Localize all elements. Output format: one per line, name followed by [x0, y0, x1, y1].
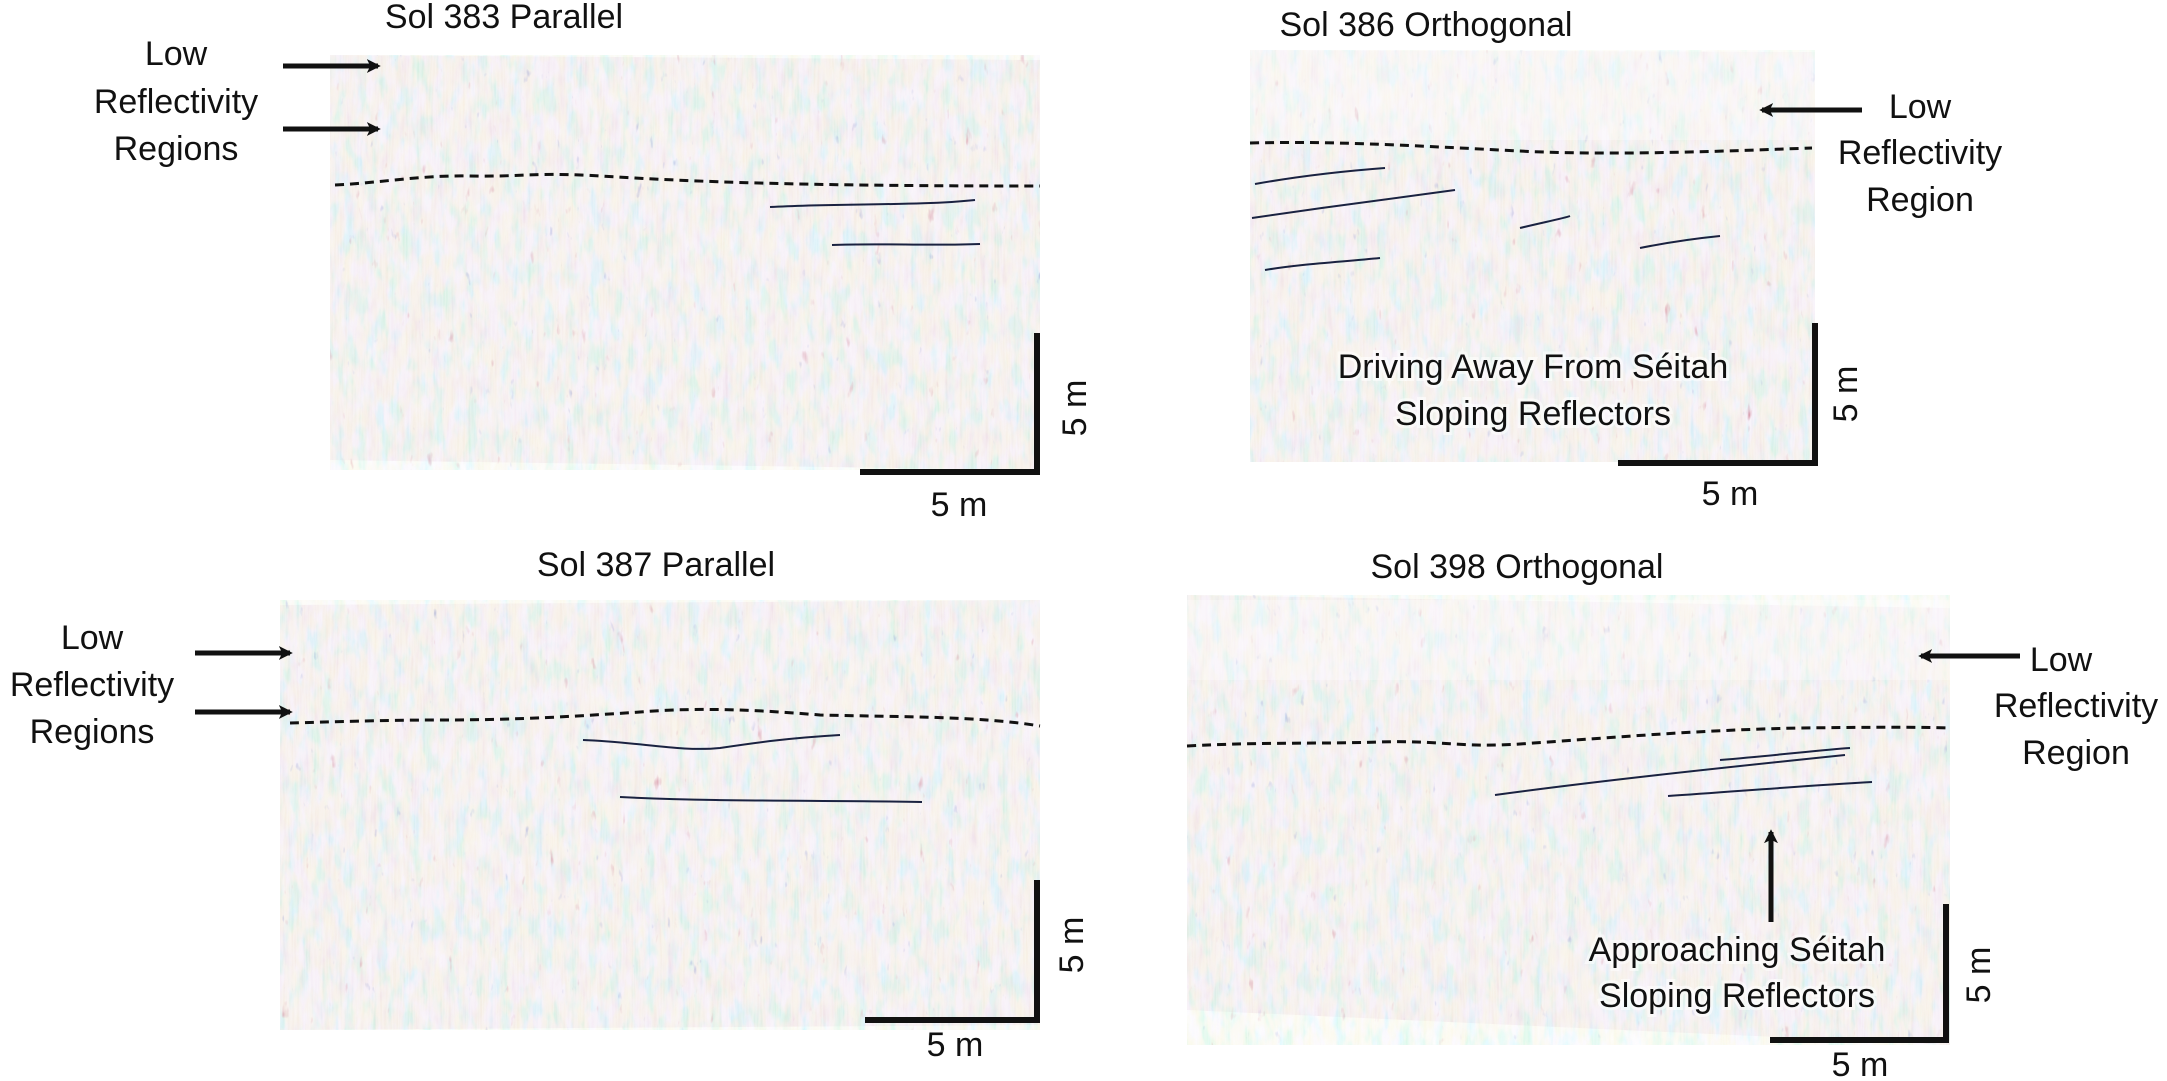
panel-sol-386: Sol 386 Orthogonal Low Reflectivity Regi…	[1249, 6, 2002, 513]
annotation-line: Low	[1889, 88, 1952, 126]
annotation-line: Reflectivity	[10, 666, 174, 704]
panel-sol-383: Sol 383 Parallel Low Reflectivity Region…	[94, 0, 1094, 524]
panel-sol-387: Sol 387 Parallel Low Reflectivity Region…	[10, 546, 1091, 1064]
annotation-line: Reflectivity	[1838, 134, 2002, 172]
boundary-dashed-line	[1186, 725, 1951, 748]
annotation-line: Reflectivity	[94, 83, 258, 121]
reflector-trace	[1519, 215, 1571, 229]
annotation-line: Driving Away From Séitah	[1338, 348, 1729, 386]
boundary-dashed-line	[334, 172, 1041, 188]
scale-bar: 5 m 5 m	[1618, 323, 1865, 513]
annotation-line: Low	[61, 619, 124, 657]
radargram-image	[1250, 50, 1815, 462]
reflector-trace	[831, 243, 981, 246]
annotation-line: Sloping Reflectors	[1395, 395, 1671, 433]
panel-sol-398: Sol 398 Orthogonal Low Reflectivity Regi…	[1186, 548, 2158, 1081]
radargram-image	[330, 55, 1040, 470]
scale-vertical-label: 5 m	[1827, 366, 1865, 423]
reflector-trace	[1254, 167, 1386, 185]
annotation-low-reflectivity: Low Reflectivity Region	[1918, 641, 2158, 772]
radargram-image	[1187, 595, 1950, 1045]
scale-horizontal-label: 5 m	[931, 486, 988, 524]
scale-horizontal-label: 5 m	[927, 1026, 984, 1064]
reflector-trace	[1251, 189, 1456, 219]
boundary-dashed-line	[289, 707, 1041, 728]
reflector-trace	[1667, 781, 1873, 797]
annotation-line: Regions	[114, 130, 239, 168]
reflector-trace	[1264, 257, 1381, 271]
annotation-line: Sloping Reflectors	[1599, 977, 1875, 1015]
annotation-line: Low	[145, 35, 208, 73]
annotation-line: Regions	[30, 713, 155, 751]
panel-title: Sol 386 Orthogonal	[1280, 6, 1573, 44]
annotation-line: Region	[2022, 734, 2130, 772]
scale-vertical-label: 5 m	[1053, 917, 1091, 974]
scale-vertical-label: 5 m	[1960, 947, 1998, 1004]
reflector-trace	[582, 734, 841, 750]
annotation-line: Reflectivity	[1994, 687, 2158, 725]
annotation-sloping-reflectors: Driving Away From Séitah Sloping Reflect…	[1335, 345, 1732, 436]
annotation-line: Approaching Séitah	[1589, 931, 1886, 969]
scale-bar: 5 m 5 m	[865, 880, 1091, 1064]
scale-vertical-label: 5 m	[1056, 380, 1094, 437]
reflector-trace	[1719, 747, 1851, 761]
scale-horizontal-label: 5 m	[1832, 1046, 1889, 1081]
annotation-low-reflectivity: Low Reflectivity Regions	[10, 619, 293, 751]
scale-bar: 5 m 5 m	[1770, 904, 1998, 1081]
reflector-trace	[769, 199, 976, 208]
reflector-trace	[1494, 754, 1846, 796]
reflector-trace	[1639, 235, 1721, 249]
scale-horizontal-label: 5 m	[1702, 475, 1759, 513]
annotation-line: Low	[2030, 641, 2093, 679]
panel-title: Sol 383 Parallel	[385, 0, 623, 36]
annotation-low-reflectivity: Low Reflectivity Regions	[94, 35, 381, 168]
annotation-low-reflectivity: Low Reflectivity Region	[1759, 88, 2002, 219]
boundary-dashed-line	[1249, 140, 1813, 155]
annotation-sloping-reflectors: Approaching Séitah Sloping Reflectors	[1586, 829, 1888, 1018]
scale-bar: 5 m 5 m	[860, 333, 1094, 524]
radargram-image	[280, 600, 1040, 1030]
panel-title: Sol 398 Orthogonal	[1371, 548, 1664, 586]
panel-title: Sol 387 Parallel	[537, 546, 775, 584]
annotation-line: Region	[1866, 181, 1974, 219]
reflector-trace	[619, 796, 923, 803]
